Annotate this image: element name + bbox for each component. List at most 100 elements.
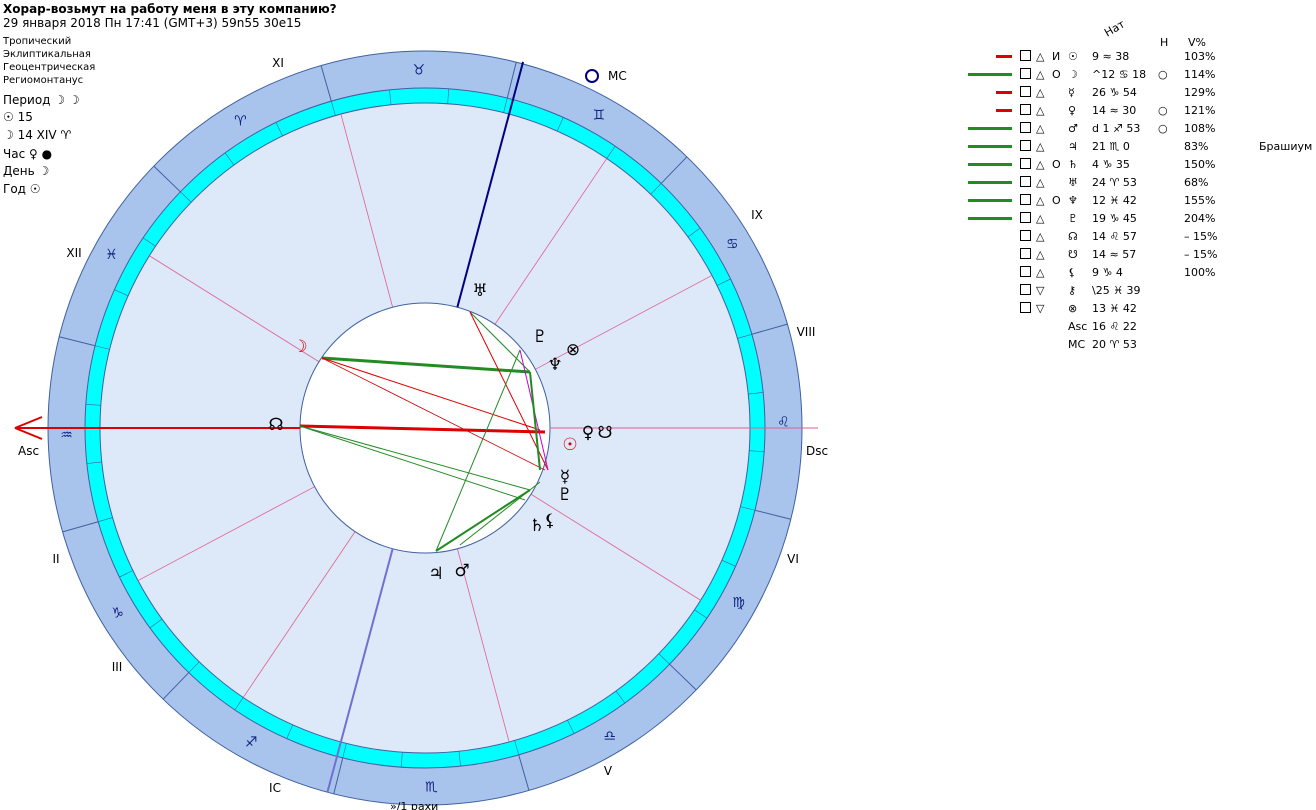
aspect-line [321,357,541,431]
nat-header: Нат [1102,17,1128,40]
strength-bar [996,109,1012,112]
neptune-glyph: ♆ [547,355,562,375]
strength-bar [968,181,1012,184]
lilith-glyph: ⚸ [544,511,556,531]
flag-cell: О [1052,68,1061,81]
house-cusp [149,255,320,363]
sign-glyph: ♑ [111,606,124,622]
asc-label: Asc [18,444,39,458]
decan-tick [658,653,670,665]
planet-cell: ♃ [1068,140,1078,153]
decan-tick [721,559,736,567]
table-row: △ О ♄ 4 ♑ 35 150% [960,156,1316,174]
sign-divider [153,165,181,193]
sign-divider [162,672,190,700]
decan-tick [98,517,113,523]
sign-divider [660,156,688,184]
house-cusp [340,113,394,308]
decan-tick [400,752,403,768]
decan-tick [749,450,765,453]
venus-glyph: ♀ [582,423,594,443]
sign-divider [506,62,517,99]
aspect-line [529,371,541,471]
aspect-line [459,481,541,546]
decan-tick [330,101,336,116]
flag-cell: О [1052,158,1061,171]
mercury-glyph: ☿ [560,467,570,487]
decan-tick [694,609,708,619]
decan-tick [95,345,110,350]
chart-title: Хорар-возьмут на работу меня в эту компа… [3,2,337,16]
chiron-glyph: ♇ [532,327,547,347]
strength-value: 103% [1184,50,1216,63]
table-row: ▽ ⊗ 13 ♓ 42 [960,300,1316,318]
strength-value: 108% [1184,122,1216,135]
decan-tick [275,122,283,137]
v-header: V% [1188,36,1206,49]
table-row: △ ♂ d 1 ♐ 53 ○ 108% [960,120,1316,138]
decan-tick [389,89,392,105]
house-number: XI [272,56,284,70]
position-cell: 16 ♌ 22 [1092,320,1137,333]
planet-cell: ⚸ [1068,266,1077,279]
system-houses: Региомонтанус [3,75,84,86]
aspect-line [299,424,546,434]
aspect-box-icon [1020,194,1031,205]
sign-glyph: ♓ [105,247,118,263]
decan-tick [458,751,461,767]
strength-value: 121% [1184,104,1216,117]
position-cell: 24 ♈ 53 [1092,176,1137,189]
position-cell: 20 ♈ 53 [1092,338,1137,351]
decan-tick [119,570,134,578]
sign-divider [754,509,791,520]
aspect-line [321,356,531,374]
decan-tick [567,719,575,734]
sign-divider [62,521,99,533]
house-ring-cell: ○ [1158,104,1168,117]
sign-glyph: ♒ [60,427,73,443]
position-cell: 14 ≈ 30 [1092,104,1137,117]
planet-cell: ⊗ [1068,302,1078,315]
decan-tick [142,237,156,247]
table-row: △ ☋ 14 ≈ 57 – 15% [960,246,1316,264]
sign-glyph: ♈ [234,114,247,130]
strength-value: 83% [1184,140,1209,153]
pluto-glyph: ♇ [557,485,572,505]
aspect-box-icon [1020,302,1031,313]
triangle-icon: △ [1036,194,1045,207]
mc-label: MC [608,69,627,83]
table-row: △ ☿ 26 ♑ 54 129% [960,84,1316,102]
decan-tick [224,152,235,166]
strength-value: 150% [1184,158,1216,171]
planet-cell: ♀ [1068,104,1077,117]
triangle-icon: △ [1036,248,1045,261]
decan-tick [503,98,508,113]
sign-divider [751,323,788,335]
aspect-line [435,489,531,552]
position-cell: 26 ♑ 54 [1092,86,1137,99]
planet-cell: Asc [1068,320,1088,333]
mars-glyph: ♂ [454,561,469,581]
decan-tick [149,618,163,629]
position-cell: 9 ♑ 4 [1092,266,1123,279]
house-cusp [137,486,315,581]
strength-bar [996,55,1012,58]
planet-cell: ☊ [1068,230,1078,243]
decan-tick [85,403,101,406]
south-node-glyph: ☋ [597,423,612,443]
decan-tick [180,191,192,203]
decan-tick [737,333,752,339]
house-ring-cell: ○ [1158,68,1168,81]
system-center: Геоцентрическая [3,62,96,73]
house-number: II [52,552,59,566]
decan-tick [114,289,129,297]
aspect-box-icon [1020,50,1031,61]
aspect-line [435,349,521,552]
aspect-line [321,357,546,471]
position-cell: d 1 ♐ 53 [1092,122,1141,135]
aspect-line [469,311,531,373]
moon-ruler: ☽ 14 XIV ♈ [3,128,72,142]
table-row: △ ♃ 21 ♏ 0 83% [960,138,1316,156]
decan-tick [188,661,200,673]
ic-axis [326,548,394,793]
